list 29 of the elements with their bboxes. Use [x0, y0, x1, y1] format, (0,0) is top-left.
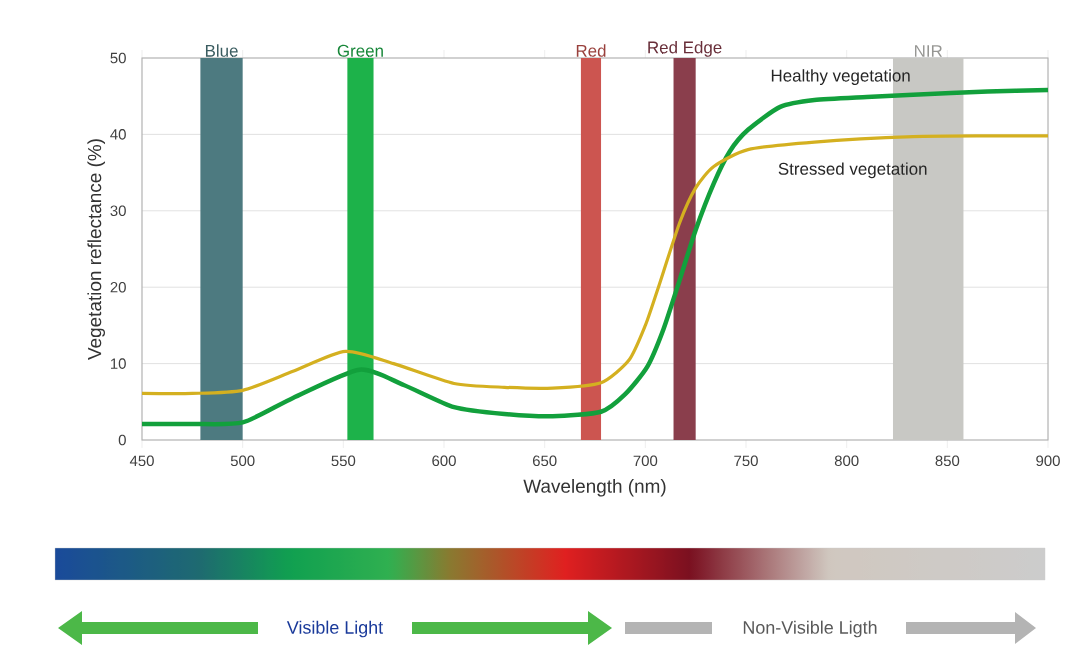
- x-tick-label: 800: [834, 455, 859, 467]
- x-tick-label: 650: [532, 455, 557, 467]
- x-tick-label: 500: [230, 455, 255, 467]
- band-label: Red Edge: [648, 41, 722, 57]
- band-label: NIR: [915, 45, 943, 57]
- x-tick-label: 750: [734, 455, 758, 467]
- text: Visible Light: [286, 620, 384, 638]
- y-tick-label: 0: [118, 434, 126, 446]
- y-tick-label: 20: [110, 281, 126, 293]
- x-tick-label: 450: [129, 455, 154, 467]
- x-axis-title: Wavelength (nm): [523, 478, 666, 497]
- x-tick-label: 550: [331, 455, 356, 467]
- y-tick-label: 50: [110, 52, 126, 64]
- line-series: [140, 134, 1050, 396]
- text: Non-Visible Ligth: [743, 620, 877, 638]
- band-label: Green: [337, 44, 383, 57]
- band-label: Blue: [205, 44, 238, 57]
- y-tick-label: 40: [110, 129, 126, 140]
- series-label: Stressed vegetation: [778, 162, 927, 179]
- line-series: [139, 87, 1051, 427]
- x-tick-label: 900: [1036, 455, 1060, 467]
- band-label: Red: [576, 44, 606, 57]
- x-tick-label: 700: [633, 455, 658, 467]
- y-tick-label: 30: [110, 205, 126, 217]
- series-label: Healthy vegetation: [771, 69, 910, 85]
- x-tick-label: 850: [935, 455, 960, 467]
- y-axis-title: Vegetation reflectance (%): [87, 139, 106, 360]
- y-tick-label: 10: [111, 358, 126, 369]
- x-tick-label: 600: [432, 455, 456, 467]
